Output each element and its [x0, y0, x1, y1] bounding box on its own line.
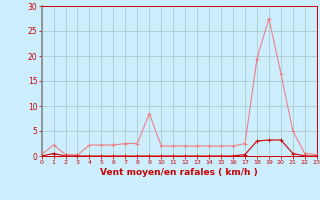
- X-axis label: Vent moyen/en rafales ( km/h ): Vent moyen/en rafales ( km/h ): [100, 168, 258, 177]
